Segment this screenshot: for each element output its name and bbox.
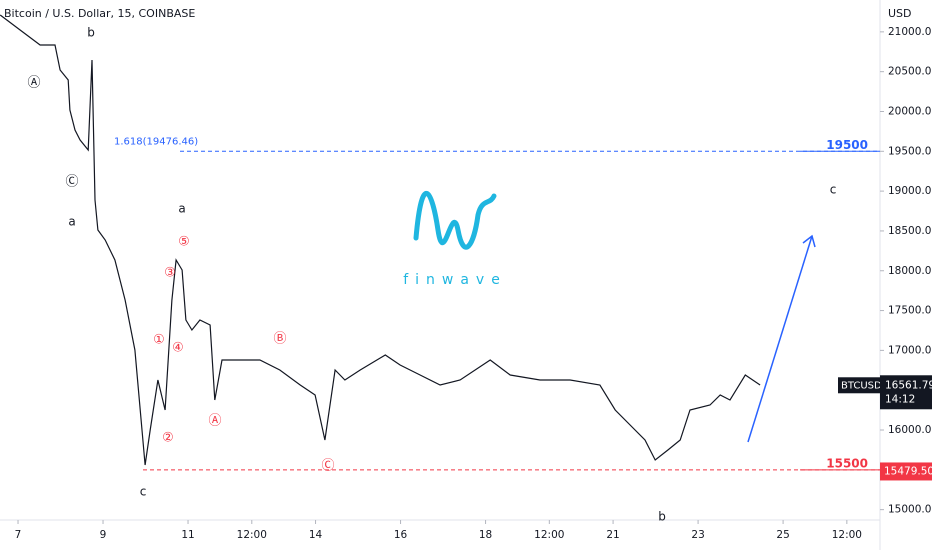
y-tick-label: 15000.00: [888, 504, 932, 516]
chart-title: Bitcoin / U.S. Dollar, 15, COINBASE: [4, 7, 195, 20]
y-tick-label: 18000.00: [888, 265, 932, 277]
y-tick-label: 17000.00: [888, 344, 932, 356]
wave-label: ⑤: [178, 235, 190, 250]
currency-label: USD: [888, 7, 912, 20]
wave-label: ②: [162, 431, 174, 446]
x-tick-label: 12:00: [832, 529, 862, 541]
x-tick-label: 18: [479, 529, 492, 541]
level-note: 1.618(19476.46): [114, 136, 198, 147]
symbol-box: [838, 377, 880, 394]
y-tick-label: 20000.00: [888, 105, 932, 117]
axes: 21000.00 20500.00 20000.00 19500.00 19000.00…: [15, 26, 932, 541]
wave-label: c: [140, 485, 147, 499]
y-tick-label: 17500.00: [888, 305, 932, 317]
wave-label: ③: [164, 266, 176, 281]
wave-label: b: [87, 26, 95, 40]
wave-label: a: [178, 202, 185, 216]
level-label: 19500: [826, 138, 868, 152]
low-marker-box: [880, 462, 932, 481]
price-line: [0, 14, 761, 466]
y-tick-label: 21000.00: [888, 26, 932, 38]
x-tick-label: 11: [181, 529, 194, 541]
wave-label: Ⓒ: [321, 459, 334, 474]
wave-label: ④: [172, 341, 184, 356]
y-tick-label: 16000.00: [888, 424, 932, 436]
x-tick-label: 7: [15, 529, 22, 541]
x-tick-label: 25: [776, 529, 789, 541]
wave-label: b: [658, 510, 666, 524]
wave-label: a: [68, 215, 75, 229]
y-tick-label: 20500.00: [888, 66, 932, 78]
wave-label: Ⓒ: [65, 175, 78, 190]
wave-label: ①: [153, 333, 165, 348]
countdown-label: 14:12: [885, 393, 915, 405]
level-label: 15500: [826, 456, 868, 470]
y-tick-label: 19000.00: [888, 185, 932, 197]
logo-wave: [413, 191, 497, 250]
y-tick-label: 18500.00: [888, 225, 932, 237]
last-price-label: 16561.79: [885, 379, 932, 391]
symbol-label: BTCUSD: [841, 380, 882, 391]
x-tick-label: 16: [394, 529, 408, 541]
x-tick-label: 21: [606, 529, 619, 541]
logo-text: finwave: [403, 272, 507, 288]
x-tick-label: 14: [309, 529, 323, 541]
wave-label: c: [830, 183, 837, 197]
wave-label: Ⓐ: [208, 414, 221, 429]
last-price-box: [880, 375, 932, 410]
low-marker-label: 15479.50: [884, 465, 932, 477]
x-tick-label: 12:00: [237, 529, 267, 541]
arrow-line: [747, 235, 813, 443]
wave-label: Ⓐ: [27, 76, 40, 91]
x-tick-label: 23: [691, 529, 704, 541]
x-tick-label: 9: [100, 529, 107, 541]
y-tick-label: 19500.00: [888, 145, 932, 157]
x-tick-label: 12:00: [534, 529, 564, 541]
wave-label: Ⓑ: [273, 332, 286, 347]
logo: finwave: [403, 191, 507, 288]
arrow-head: [802, 234, 816, 248]
